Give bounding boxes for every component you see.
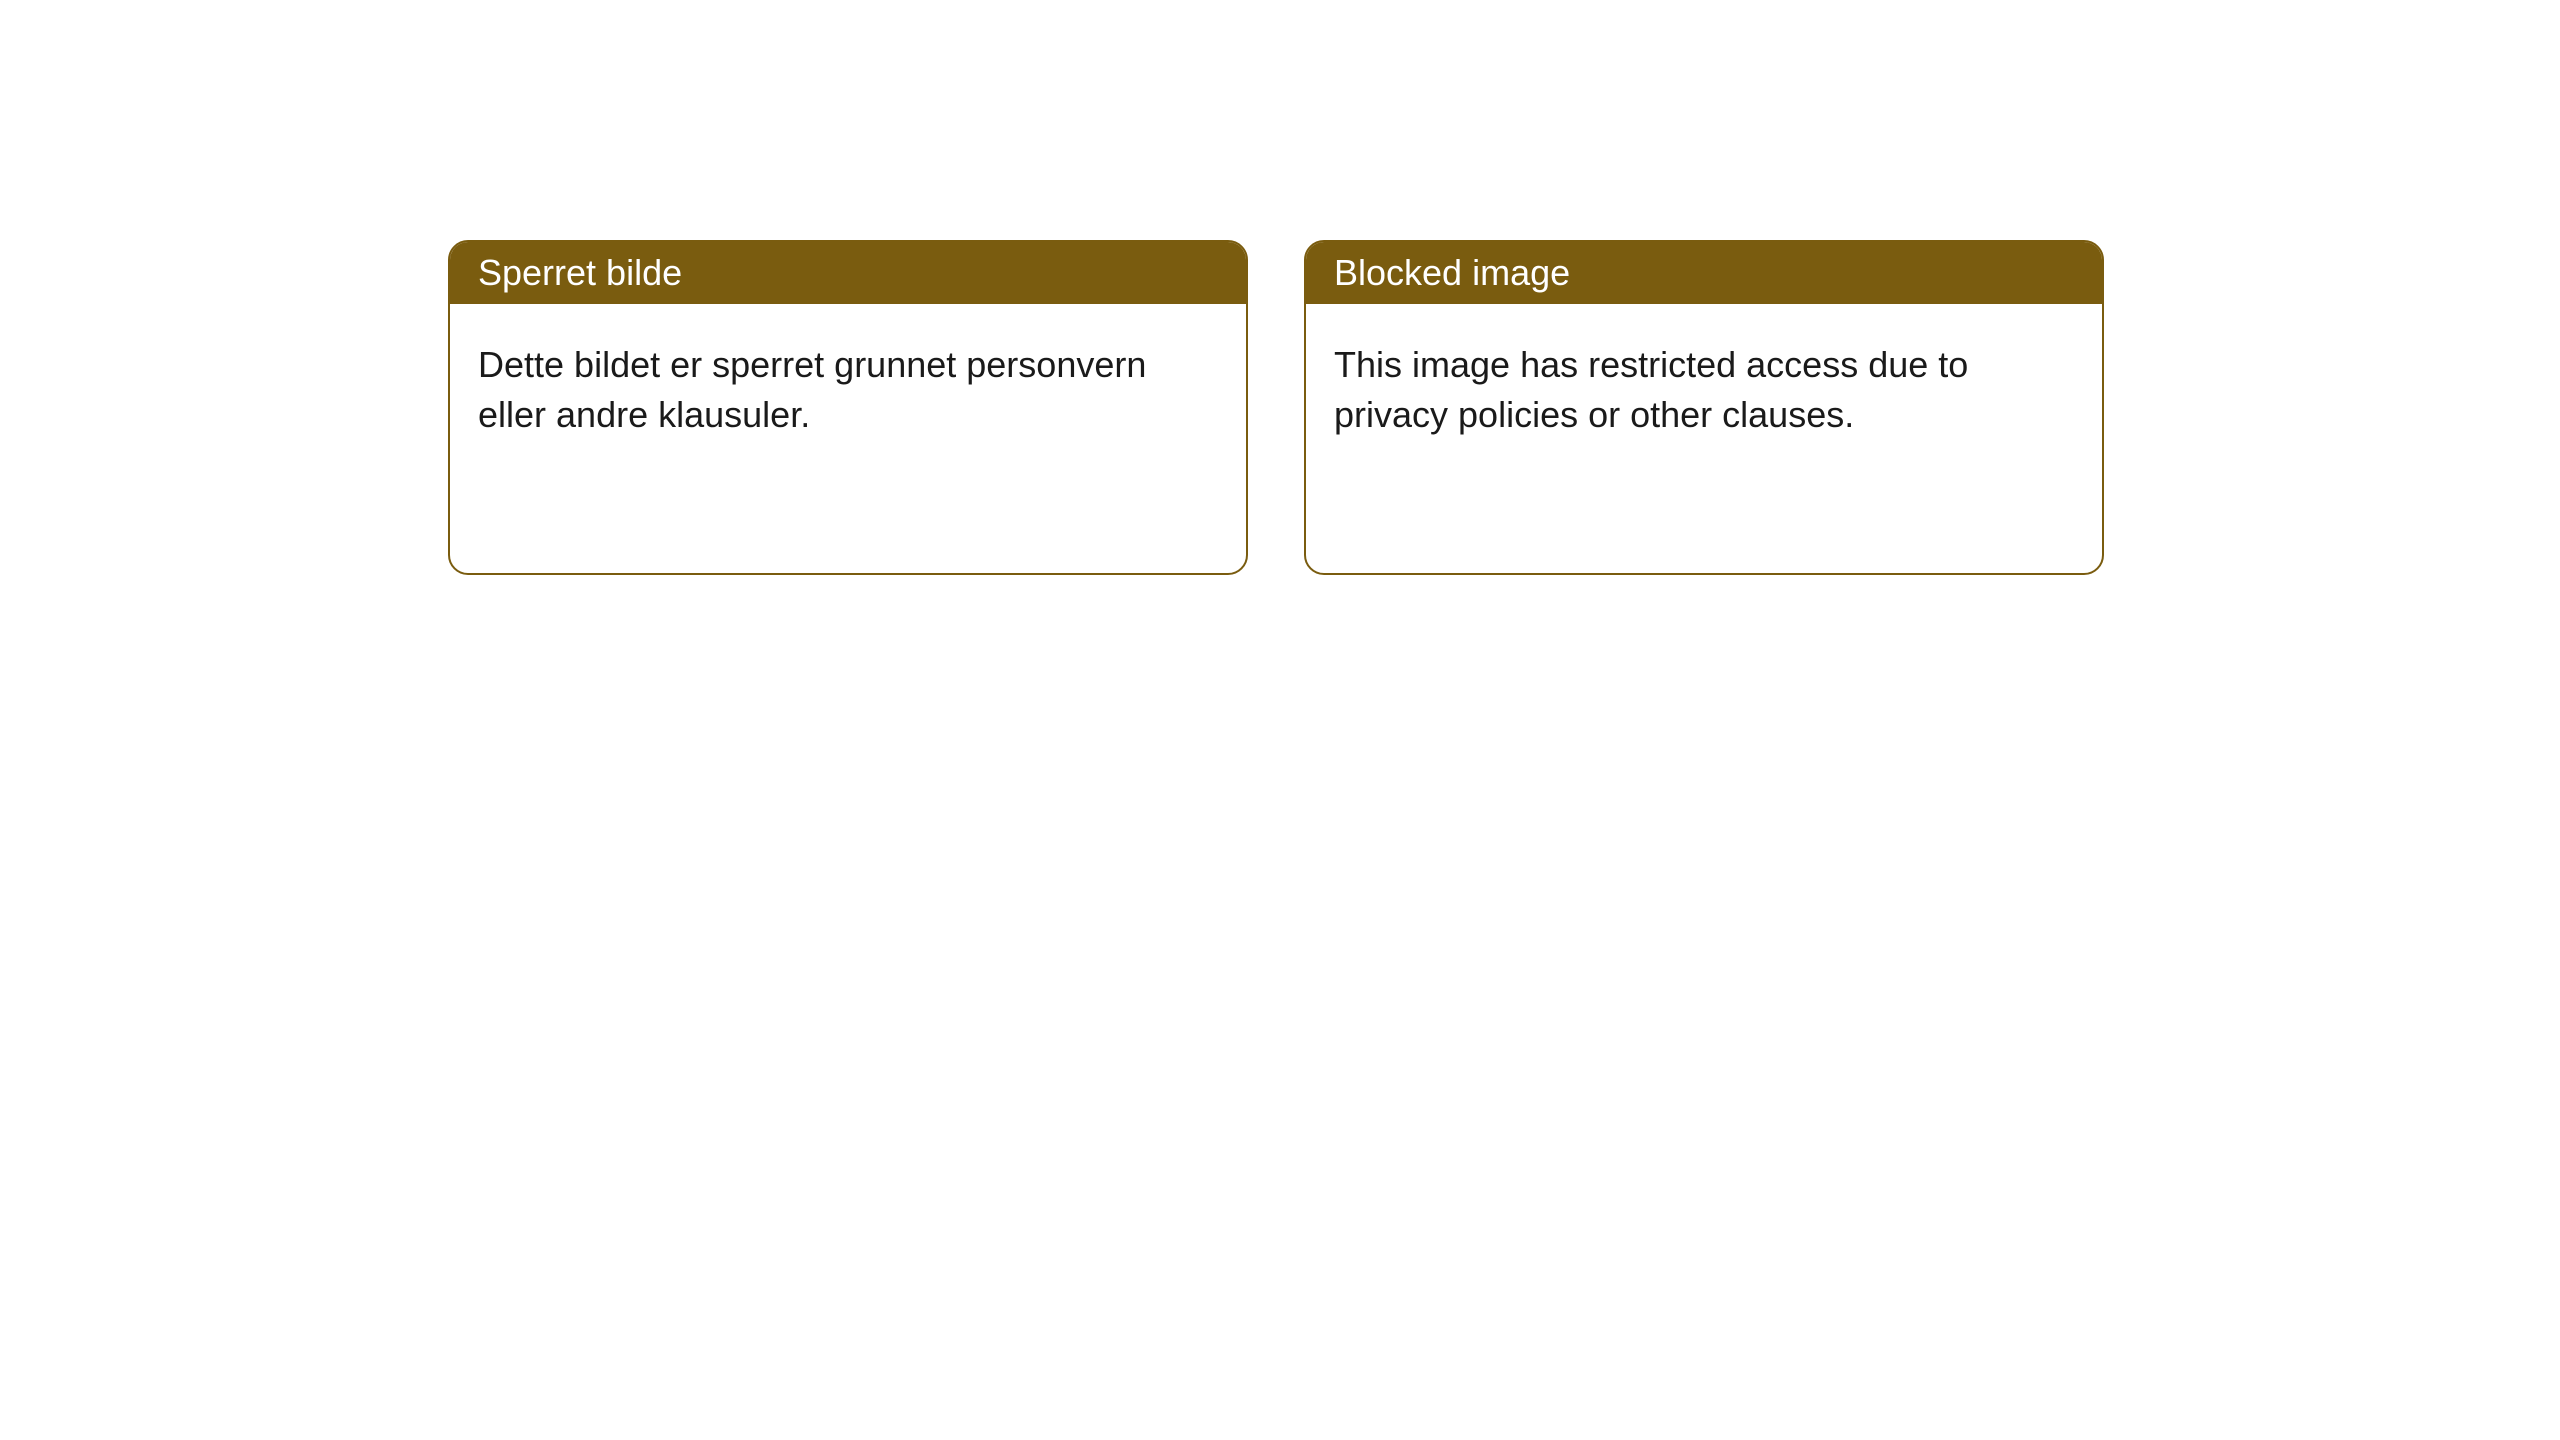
notice-text: This image has restricted access due to … [1334, 344, 1968, 435]
notice-card-norwegian: Sperret bilde Dette bildet er sperret gr… [448, 240, 1248, 575]
notice-title: Sperret bilde [478, 252, 682, 293]
notice-text: Dette bildet er sperret grunnet personve… [478, 344, 1146, 435]
notice-title: Blocked image [1334, 252, 1570, 293]
notice-container: Sperret bilde Dette bildet er sperret gr… [448, 240, 2104, 575]
notice-card-english: Blocked image This image has restricted … [1304, 240, 2104, 575]
notice-body: Dette bildet er sperret grunnet personve… [450, 304, 1246, 477]
notice-body: This image has restricted access due to … [1306, 304, 2102, 477]
notice-header: Blocked image [1306, 242, 2102, 304]
notice-header: Sperret bilde [450, 242, 1246, 304]
